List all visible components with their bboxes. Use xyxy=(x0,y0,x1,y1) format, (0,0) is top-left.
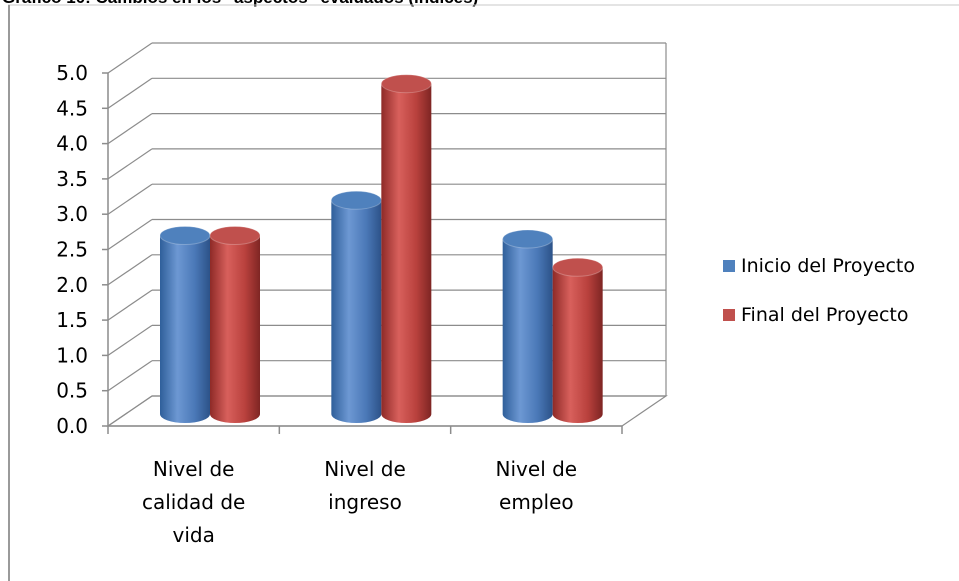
y-tick-label: 4.0 xyxy=(56,132,88,156)
legend-swatch xyxy=(723,309,735,321)
bar-top xyxy=(380,74,432,94)
bar-body xyxy=(160,235,210,423)
bar-final xyxy=(552,257,604,423)
gridline-side xyxy=(107,113,153,145)
axis-layer xyxy=(102,72,623,434)
bar-inicio xyxy=(159,226,211,423)
bar-body xyxy=(502,239,553,423)
y-tick-label: 3.0 xyxy=(56,202,88,226)
y-tick-label: 0.0 xyxy=(56,414,88,438)
y-tick-label: 0.5 xyxy=(56,379,88,403)
bar-top xyxy=(330,190,382,210)
bar-final xyxy=(380,74,432,424)
bar-final xyxy=(209,226,261,423)
x-category-label: empleo xyxy=(499,490,574,514)
bar-inicio xyxy=(502,229,554,423)
y-tick-label: 4.5 xyxy=(56,96,88,120)
gridline-side xyxy=(107,289,153,321)
bar-body xyxy=(210,235,260,423)
bar-body xyxy=(552,267,603,423)
bar-top xyxy=(159,226,211,245)
gridline-side xyxy=(107,42,153,74)
y-tick-label: 2.5 xyxy=(56,238,88,262)
x-category-label: ingreso xyxy=(328,490,402,514)
bar-inicio xyxy=(330,190,382,423)
legend-swatch xyxy=(723,260,735,272)
bar-body xyxy=(331,200,382,423)
bar-layer xyxy=(159,74,604,424)
gridline-side xyxy=(107,183,153,215)
gridline-side xyxy=(107,324,153,356)
bar-top xyxy=(502,229,554,249)
bar-top xyxy=(209,226,261,245)
gridline-side xyxy=(107,360,153,392)
x-category-label: Nivel de xyxy=(153,457,235,481)
gridline-side xyxy=(107,77,153,109)
y-tick-label: 1.5 xyxy=(56,308,88,332)
chart-title: Gráfico 10: Cambios en los "aspectos" ev… xyxy=(2,0,478,8)
legend-label: Final del Proyecto xyxy=(741,304,909,326)
y-tick-label: 1.0 xyxy=(56,343,88,367)
gridline-side xyxy=(107,254,153,286)
bar-top xyxy=(552,257,604,277)
y-tick-label: 5.0 xyxy=(56,61,88,85)
y-tick-label: 3.5 xyxy=(56,167,88,191)
gridline-side xyxy=(107,148,153,180)
x-category-label: vida xyxy=(172,523,214,547)
legend: Inicio del Proyecto Final del Proyecto xyxy=(723,255,915,326)
y-tick-label: 2.0 xyxy=(56,273,88,297)
x-category-label: calidad de xyxy=(142,490,245,514)
x-category-label: Nivel de xyxy=(496,457,578,481)
bar-body xyxy=(381,83,432,424)
legend-label: Inicio del Proyecto xyxy=(741,255,915,277)
x-category-label: Nivel de xyxy=(324,457,406,481)
gridline-side xyxy=(107,219,153,250)
label-layer: 0.0 0.5 1.0 1.5 2.0 2.5 3.0 3.5 4.0 4.5 5.0 Nivel d… xyxy=(56,61,577,547)
